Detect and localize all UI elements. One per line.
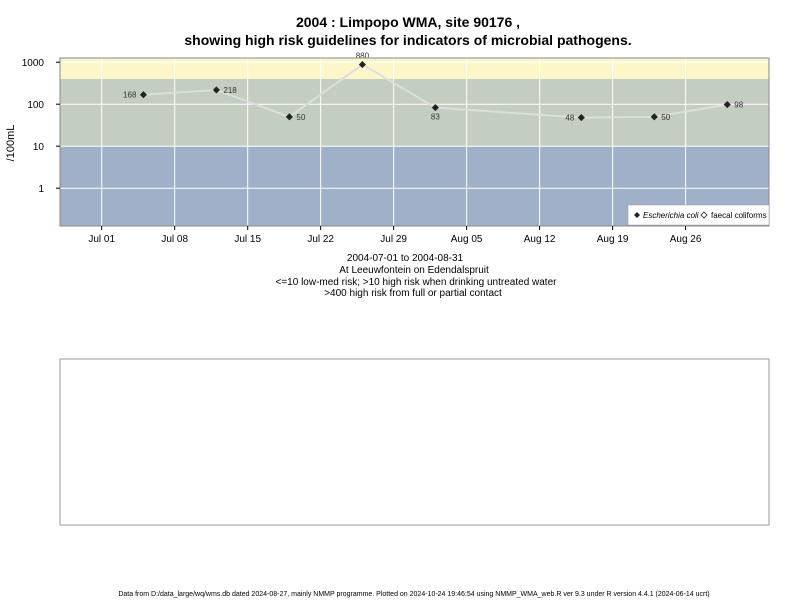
data-label: 880	[356, 52, 370, 61]
risk-band-2	[60, 58, 769, 79]
x-tick-label: Aug 19	[597, 234, 629, 245]
x-tick-label: Jul 08	[161, 234, 188, 245]
caption-date-range: 2004-07-01 to 2004-08-31	[347, 253, 464, 264]
chart-title: 2004 : Limpopo WMA, site 90176 ,	[296, 14, 520, 30]
x-axis: Jul 01 Jul 08 Jul 15 Jul 22 Jul 29 Aug 05 Aug …	[88, 226, 702, 245]
plot-frame	[59, 57, 770, 227]
data-point	[212, 86, 220, 94]
data-label: 218	[223, 86, 237, 95]
legend-faecal-label: faecal coliforms	[711, 211, 767, 220]
legend-box	[627, 204, 770, 226]
x-tick-label: Aug 05	[451, 234, 483, 245]
footer-note: Data from D:/data_large/wq/wms.db dated …	[118, 591, 709, 598]
data-label: 48	[565, 114, 574, 123]
y-axis: 1 10 100 1000	[22, 58, 60, 195]
data-point	[358, 60, 366, 69]
lower-plot-panel	[59, 358, 770, 526]
legend-ecoli-marker	[634, 212, 640, 218]
risk-band-1	[60, 78, 769, 147]
data-label: 168	[123, 91, 137, 100]
caption-drinking-risk: <=10 low-med risk; >10 high risk when dr…	[276, 277, 558, 288]
data-point	[723, 101, 731, 109]
grid-lines	[60, 58, 769, 226]
caption-site: At Leeuwfontein on Edendalspruit	[339, 265, 489, 276]
y-tick-label: 1	[38, 184, 44, 195]
data-labels: 168 218 50 880 83 48 50 98	[123, 52, 744, 123]
legend-ecoli-label: Escherichia coli	[643, 211, 699, 220]
x-tick-label: Aug 26	[670, 234, 702, 245]
y-axis-label: /100mL	[5, 125, 17, 162]
caption-contact-risk: >400 high risk from full or partial cont…	[324, 288, 502, 299]
y-tick-label: 10	[33, 142, 45, 153]
data-label: 98	[734, 101, 743, 110]
x-tick-label: Aug 12	[524, 234, 556, 245]
data-point	[431, 104, 439, 112]
series-line-0	[143, 63, 728, 119]
x-tick-label: Jul 29	[380, 234, 407, 245]
data-label: 50	[296, 113, 305, 122]
data-point	[139, 91, 147, 99]
y-tick-label: 100	[27, 100, 44, 111]
risk-bands	[60, 58, 769, 226]
legend-faecal-marker	[700, 211, 708, 219]
x-tick-label: Jul 22	[307, 234, 334, 245]
chart-subtitle: showing high risk guidelines for indicat…	[184, 32, 631, 48]
series-lines	[143, 63, 728, 119]
data-label: 50	[661, 113, 670, 122]
data-markers	[139, 60, 731, 122]
legend: Escherichia coli faecal coliforms	[627, 204, 770, 226]
data-point	[650, 113, 658, 121]
y-tick-label: 1000	[22, 58, 45, 69]
data-point	[577, 114, 585, 122]
x-tick-label: Jul 15	[234, 234, 261, 245]
data-label: 83	[431, 113, 440, 122]
data-point	[285, 113, 293, 121]
x-tick-label: Jul 01	[88, 234, 115, 245]
